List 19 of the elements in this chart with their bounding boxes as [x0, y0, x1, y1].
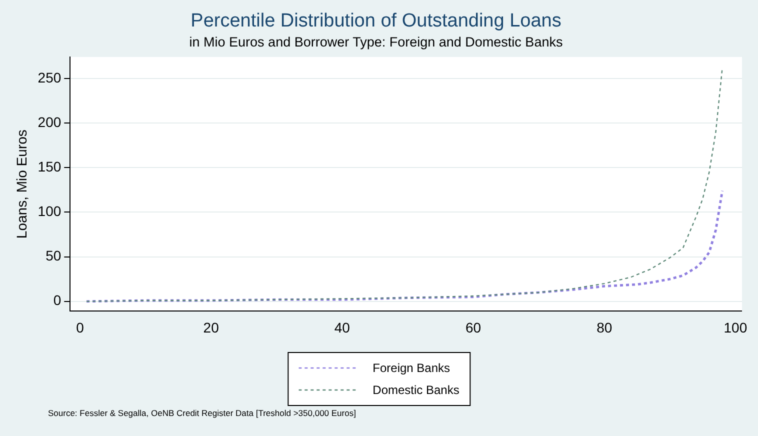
- x-tick-label: 40: [334, 319, 350, 336]
- y-tick-label: 200: [38, 114, 62, 130]
- legend-label: Domestic Banks: [372, 383, 460, 397]
- y-tick-label: 0: [53, 292, 62, 308]
- y-tick-label: 150: [38, 158, 62, 174]
- chart-title: Percentile Distribution of Outstanding Loans: [190, 10, 562, 32]
- x-tick-label: 0: [76, 319, 84, 336]
- line-series: [85, 190, 724, 303]
- x-tick-label: 100: [724, 319, 748, 336]
- x-tick-label: 20: [203, 319, 220, 336]
- legend-label: Foreign Banks: [372, 361, 450, 375]
- x-tick-label: 60: [465, 319, 482, 336]
- y-tick-label: 100: [38, 203, 62, 220]
- source-note: Source: Fessler & Segalla, OeNB Credit Register Data [Treshold >350,000 Euros]: [48, 408, 356, 418]
- y-axis-title: Loans, Mio Euros: [13, 130, 30, 239]
- chart-subtitle: in Mio Euros and Borrower Type: Foreign and Domestic Banks: [189, 34, 563, 50]
- x-tick-label: 80: [596, 319, 612, 336]
- y-tick-label: 50: [46, 248, 62, 264]
- y-tick-label: 250: [38, 69, 62, 86]
